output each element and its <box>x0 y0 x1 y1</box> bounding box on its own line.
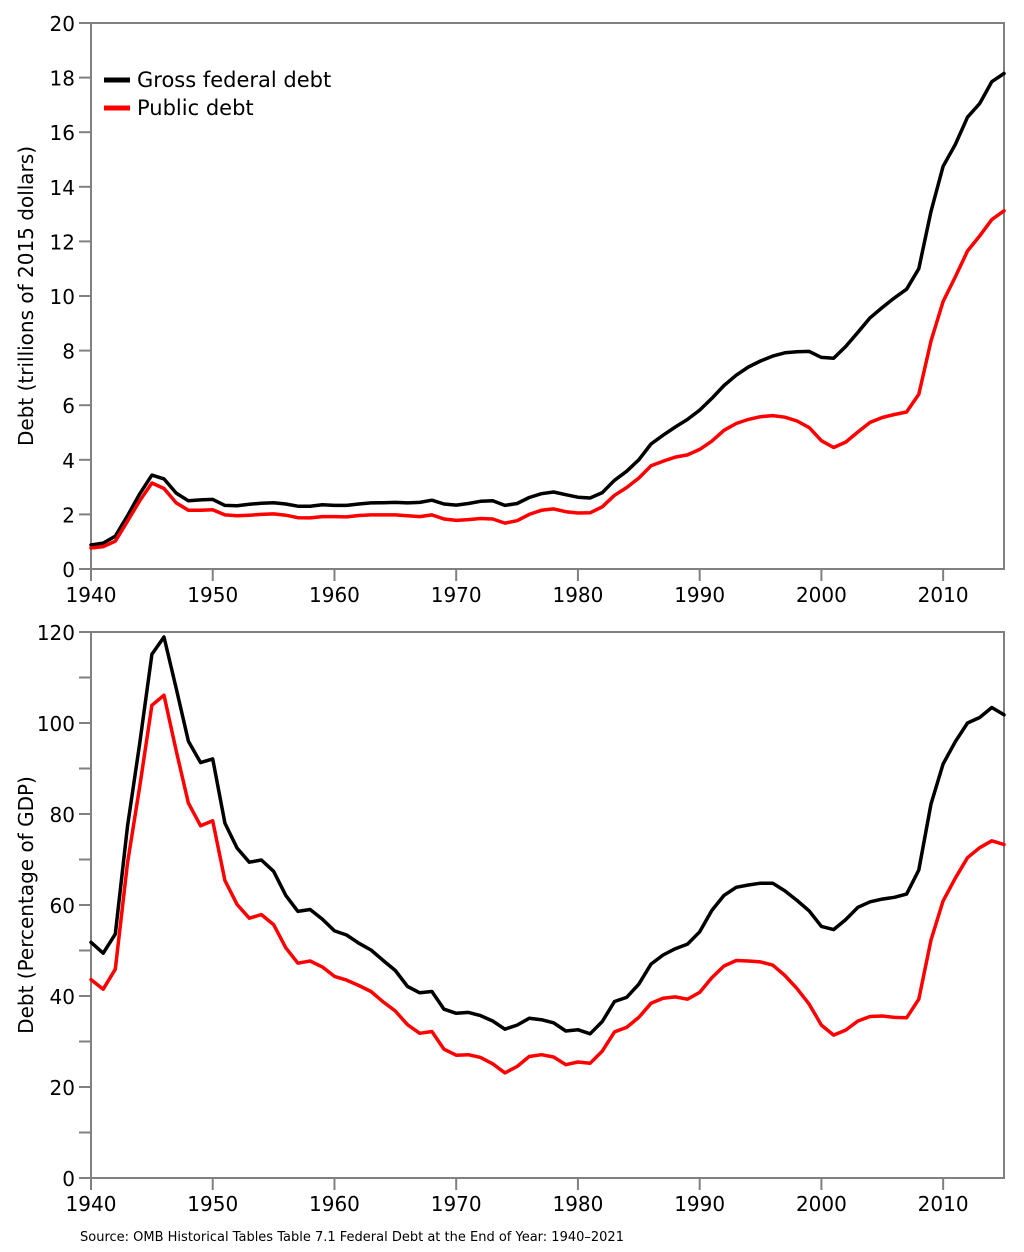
bottom-y-tick-label: 120 <box>37 621 75 645</box>
bottom-y-tick-label: 100 <box>37 712 75 736</box>
top-x-tick-label: 1960 <box>309 583 360 607</box>
top-x-tick-label: 1980 <box>552 583 603 607</box>
bottom-x-tick-label: 1970 <box>431 1192 482 1216</box>
bottom-x-tick-label: 1960 <box>309 1192 360 1216</box>
top-y-tick-label: 4 <box>62 449 75 473</box>
bottom-gross-debt-line <box>89 635 1006 1036</box>
top-x-tick-label: 1950 <box>187 583 238 607</box>
bottom-x-axis: 1940 1950 1960 1970 1980 1990 2000 2010 <box>66 1178 969 1216</box>
top-x-tick-label: 1940 <box>66 583 117 607</box>
bottom-x-tick-label: 1990 <box>674 1192 725 1216</box>
legend: Gross federal debt Public debt <box>104 68 331 120</box>
bottom-x-tick-label: 2010 <box>918 1192 969 1216</box>
bottom-public-debt-line <box>89 693 1006 1075</box>
bottom-y-tick-label: 20 <box>50 1076 75 1100</box>
top-y-tick-label: 2 <box>62 503 75 527</box>
top-x-tick-label: 1990 <box>674 583 725 607</box>
bottom-y-tick-label: 80 <box>50 803 75 827</box>
bottom-x-tick-label: 2000 <box>796 1192 847 1216</box>
top-series <box>89 71 1006 550</box>
top-y-tick-label: 18 <box>50 67 75 91</box>
source-note: Source: OMB Historical Tables Table 7.1 … <box>80 1230 624 1245</box>
bottom-y-tick-label: 60 <box>50 894 75 918</box>
top-y-tick-label: 0 <box>62 558 75 582</box>
top-y-tick-label: 20 <box>50 12 75 36</box>
bottom-x-tick-label: 1980 <box>552 1192 603 1216</box>
gdp-debt-chart: 0 20 40 60 80 100 120 1940 1950 1960 1970 1980 1990… <box>14 621 1006 1216</box>
top-x-tick-label: 2010 <box>918 583 969 607</box>
top-y-tick-label: 10 <box>50 285 75 309</box>
top-gross-debt-line <box>89 71 1006 547</box>
top-y-tick-label: 12 <box>50 230 75 254</box>
top-x-tick-label: 2000 <box>796 583 847 607</box>
legend-label-gross: Gross federal debt <box>137 68 331 92</box>
bottom-x-tick-label: 1950 <box>187 1192 238 1216</box>
bottom-y-axis: 0 20 40 60 80 100 120 <box>37 621 91 1191</box>
bottom-series <box>89 635 1006 1075</box>
top-y-tick-label: 16 <box>50 121 75 145</box>
top-x-tick-label: 1970 <box>431 583 482 607</box>
top-y-axis: 0 2 4 6 8 10 12 14 16 18 20 <box>50 12 91 582</box>
top-x-axis: 1940 1950 1960 1970 1980 1990 2000 2010 <box>66 569 969 607</box>
top-y-tick-label: 14 <box>50 176 75 200</box>
bottom-y-tick-label: 40 <box>50 985 75 1009</box>
top-y-axis-label: Debt (trillions of 2015 dollars) <box>14 146 38 446</box>
top-public-debt-line <box>89 209 1006 550</box>
top-y-tick-label: 8 <box>62 340 75 364</box>
bottom-x-tick-label: 1940 <box>66 1192 117 1216</box>
top-y-tick-label: 6 <box>62 394 75 418</box>
bottom-y-tick-label: 0 <box>62 1167 75 1191</box>
legend-label-public: Public debt <box>137 96 254 120</box>
bottom-y-axis-label: Debt (Percentage of GDP) <box>14 776 38 1034</box>
